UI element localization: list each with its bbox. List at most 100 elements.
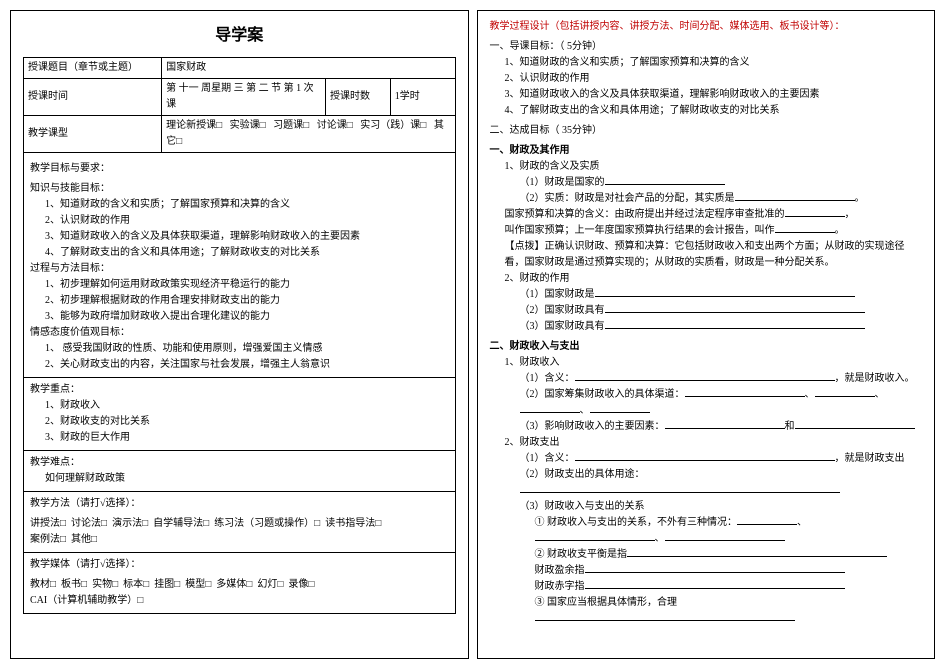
blank-3[interactable] — [785, 207, 845, 217]
blank-4[interactable] — [775, 223, 835, 233]
blank-20[interactable] — [627, 547, 887, 557]
c1c: （3）影响财政收入的主要因素： — [520, 421, 665, 432]
m2[interactable]: 讨论法□ — [71, 518, 107, 529]
b5b-row: （2）国家财政具有 — [490, 303, 923, 319]
c1a: （1）含义： — [520, 373, 575, 384]
b1a-row: （1）财政是国家的 — [490, 175, 923, 191]
b1: 1、财政的含义及实质 — [490, 159, 923, 175]
blank-12[interactable] — [590, 403, 650, 413]
c2: 2、财政支出 — [490, 435, 923, 451]
hdr-hours-value: 1学时 — [390, 78, 455, 115]
m4[interactable]: 自学辅导法□ — [153, 518, 209, 529]
m3[interactable]: 演示法□ — [112, 518, 148, 529]
b3: 叫作国家预算；上一年度国家预算执行结果的会计报告，叫作 — [505, 225, 775, 236]
big-two: 二、财政收入与支出 — [490, 339, 923, 355]
b1b: （2）实质：财政是对社会产品的分配，其实质是 — [520, 193, 735, 204]
md1[interactable]: 教材□ — [30, 579, 56, 590]
blank-6[interactable] — [605, 303, 865, 313]
type-opt-4[interactable]: 讨论课□ — [317, 120, 353, 131]
b5a: （1）国家财政是 — [520, 289, 595, 300]
blank-8[interactable] — [575, 371, 835, 381]
blank-23[interactable] — [535, 611, 795, 621]
md7[interactable]: 多媒体□ — [216, 579, 252, 590]
method-row2: 案例法□ 其他□ — [30, 532, 449, 548]
c2c3b: 财政赤字指 — [535, 581, 585, 592]
c2b-row: （2）财政支出的具体用途： — [490, 467, 923, 499]
m5[interactable]: 练习法（习题或操作）□ — [214, 518, 320, 529]
md2[interactable]: 板书□ — [61, 579, 87, 590]
k3: 3、知道财政收入的含义及具体获取渠道，理解影响财政收入的主要因素 — [30, 229, 449, 245]
blank-16[interactable] — [520, 483, 840, 493]
c2a-row: （1）含义： ，就是财政支出 — [490, 451, 923, 467]
k4: 4、了解财政支出的含义和具体用途；了解财政收支的对比关系 — [30, 245, 449, 261]
blank-2[interactable] — [735, 191, 855, 201]
blank-17[interactable] — [737, 515, 797, 525]
s1b: 2、认识财政的作用 — [490, 71, 923, 87]
c2c3b-row: 财政赤字指 — [490, 579, 923, 595]
blank-14[interactable] — [795, 419, 915, 429]
c1a2: ，就是财政收入。 — [835, 373, 915, 384]
b2-row: 国家预算和决算的含义：由政府提出并经过法定程序审查批准的， — [490, 207, 923, 223]
c2c1-row: ① 财政收入与支出的关系，不外有三种情况：、 — [490, 515, 923, 531]
hdr-topic-label: 授课题目（章节或主题） — [24, 57, 162, 78]
p3: 3、能够为政府增加财政收入提出合理化建议的能力 — [30, 309, 449, 325]
p1: 1、初步理解如何运用财政政策实现经济平稳运行的能力 — [30, 277, 449, 293]
blank-11[interactable] — [520, 403, 580, 413]
hdr-time-value: 第 十一 周星期 三 第 二 节 第 1 次课 — [162, 78, 326, 115]
c2c1b-row: 、 — [490, 531, 923, 547]
blank-15[interactable] — [575, 451, 835, 461]
md3[interactable]: 实物□ — [92, 579, 118, 590]
md4[interactable]: 标本□ — [123, 579, 149, 590]
p2: 2、初步理解根据财政的作用合理安排财政支出的能力 — [30, 293, 449, 309]
c2c2-row: ② 财政收支平衡是指 — [490, 547, 923, 563]
m8[interactable]: 其他□ — [71, 534, 97, 545]
diff1: 如何理解财政政策 — [30, 471, 449, 487]
md5[interactable]: 挂图□ — [154, 579, 180, 590]
type-opt-5[interactable]: 实习（践）课□ — [360, 120, 426, 131]
b1a: （1）财政是国家的 — [520, 177, 605, 188]
md10[interactable]: CAI（计算机辅助教学）□ — [30, 595, 143, 606]
md8[interactable]: 幻灯□ — [257, 579, 283, 590]
c2a2: ，就是财政支出 — [835, 453, 905, 464]
blank-19[interactable] — [665, 531, 785, 541]
e1: 1、 感受我国财政的性质、功能和使用原则，增强爱国主义情感 — [30, 341, 449, 357]
b5c-row: （3）国家财政具有 — [490, 319, 923, 335]
m1[interactable]: 讲授法□ — [30, 518, 66, 529]
blank-5[interactable] — [595, 287, 855, 297]
b1b-row: （2）实质：财政是对社会产品的分配，其实质是。 — [490, 191, 923, 207]
method-row1: 讲授法□ 讨论法□ 演示法□ 自学辅导法□ 练习法（习题或操作）□ 读书指导法□ — [30, 516, 449, 532]
blank-18[interactable] — [535, 531, 655, 541]
m6[interactable]: 读书指导法□ — [325, 518, 381, 529]
blank-9[interactable] — [685, 387, 805, 397]
type-opt-2[interactable]: 实验课□ — [230, 120, 266, 131]
c1b: （2）国家筹集财政收入的具体渠道： — [520, 389, 685, 400]
s1c: 3、知道财政收入的含义及具体获取渠道，理解影响财政收入的主要因素 — [490, 87, 923, 103]
c2c3a: 财政盈余指 — [535, 565, 585, 576]
knowledge-title: 知识与技能目标： — [30, 181, 449, 197]
b5c: （3）国家财政具有 — [520, 321, 605, 332]
hdr-topic-value: 国家财政 — [162, 57, 455, 78]
c2a: （1）含义： — [520, 453, 575, 464]
type-opt-3[interactable]: 习题课□ — [273, 120, 309, 131]
blank-7[interactable] — [605, 319, 865, 329]
plan-title: 教学过程设计（包括讲授内容、讲授方法、时间分配、媒体选用、板书设计等）： — [490, 19, 923, 35]
c1b-row: （2）国家筹集财政收入的具体渠道：、、、 — [490, 387, 923, 419]
hdr-type-options: 理论新授课□ 实验课□ 习题课□ 讨论课□ 实习（践）课□ 其它□ — [162, 115, 455, 152]
sec2-title: 二、达成目标（ 35分钟） — [490, 123, 923, 139]
blank-1[interactable] — [605, 175, 725, 185]
page-right: 教学过程设计（包括讲授内容、讲授方法、时间分配、媒体选用、板书设计等）： 一、导… — [477, 10, 936, 659]
focus-title: 教学重点： — [30, 382, 449, 398]
goals-title: 教学目标与要求： — [30, 161, 449, 177]
blank-13[interactable] — [665, 419, 785, 429]
md6[interactable]: 模型□ — [185, 579, 211, 590]
s1d: 4、了解财政支出的含义和具体用途；了解财政收支的对比关系 — [490, 103, 923, 119]
b5: 2、财政的作用 — [490, 271, 923, 287]
blank-22[interactable] — [585, 579, 845, 589]
md9[interactable]: 录像□ — [288, 579, 314, 590]
blank-10[interactable] — [815, 387, 875, 397]
media-title: 教学媒体（请打√选择）： — [30, 557, 449, 573]
doc-title: 导学案 — [23, 23, 456, 49]
blank-21[interactable] — [585, 563, 845, 573]
type-opt-1[interactable]: 理论新授课□ — [166, 120, 222, 131]
m7[interactable]: 案例法□ — [30, 534, 66, 545]
